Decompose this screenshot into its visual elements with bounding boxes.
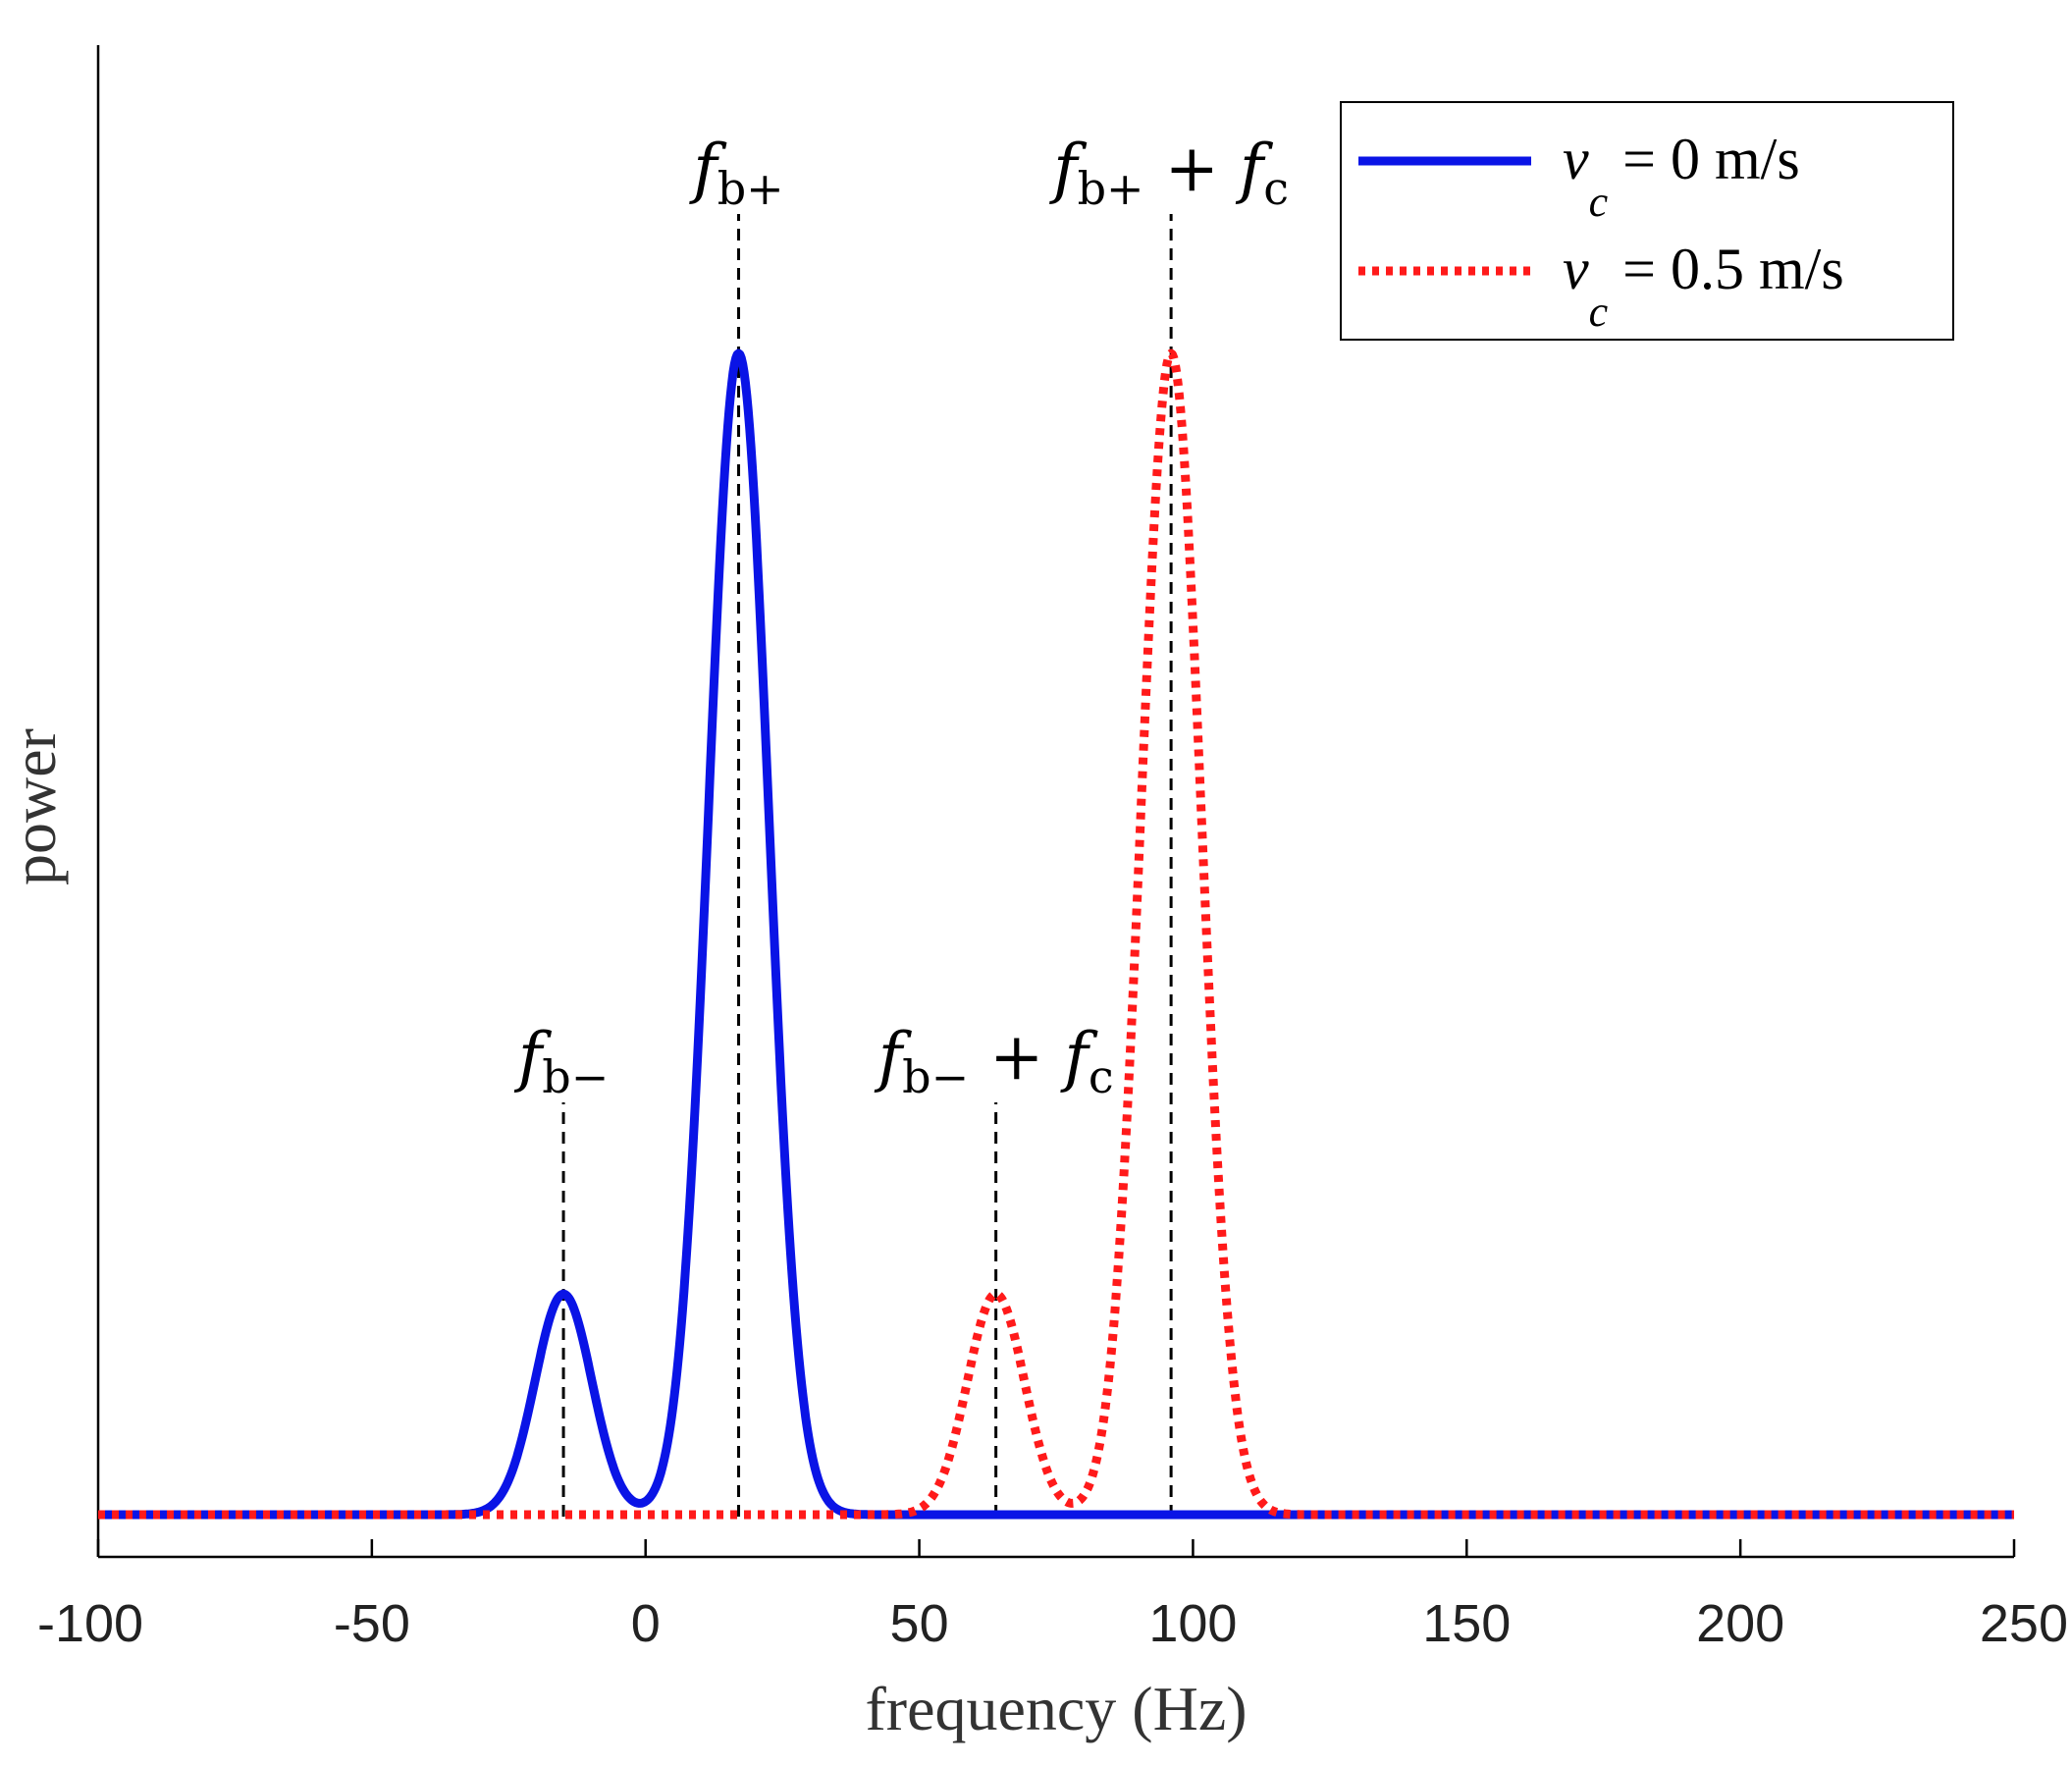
y-axis-title: power	[0, 728, 69, 885]
x-ticks: -100 -50 0 50 100 150 200 250	[37, 1539, 2068, 1653]
legend-label: vc = 0.5 m/s	[1563, 237, 1844, 336]
x-tick-label: 0	[631, 1594, 661, 1653]
x-tick-label: 50	[890, 1594, 949, 1653]
series-line-vc-0	[94, 348, 2018, 1520]
x-tick-label: 150	[1422, 1594, 1511, 1653]
series-lines	[94, 348, 2018, 1520]
legend-box	[1340, 101, 1954, 341]
x-tick-label: 200	[1696, 1594, 1784, 1653]
series-line-vc-05	[94, 348, 2018, 1520]
annotation-label: fb− + fc	[874, 1019, 1114, 1103]
annotation-label: fb+ + fc	[1048, 131, 1289, 215]
x-tick-label: -100	[37, 1594, 143, 1653]
x-tick-label: -50	[334, 1594, 410, 1653]
x-tick-label: 250	[1980, 1594, 2068, 1653]
peak-annotations: fb− fb+ fb− + fc fb+ + fc	[513, 131, 1289, 1517]
x-tick-label: 100	[1148, 1594, 1237, 1653]
legend: vc = 0 m/s vc = 0.5 m/s	[1340, 101, 1954, 341]
legend-label: vc = 0 m/s	[1563, 127, 1800, 226]
annotation-label: fb−	[513, 1019, 609, 1103]
annotation-label: fb+	[688, 131, 783, 215]
axes	[96, 45, 2014, 1559]
x-axis-title: frequency (Hz)	[865, 1674, 1247, 1743]
